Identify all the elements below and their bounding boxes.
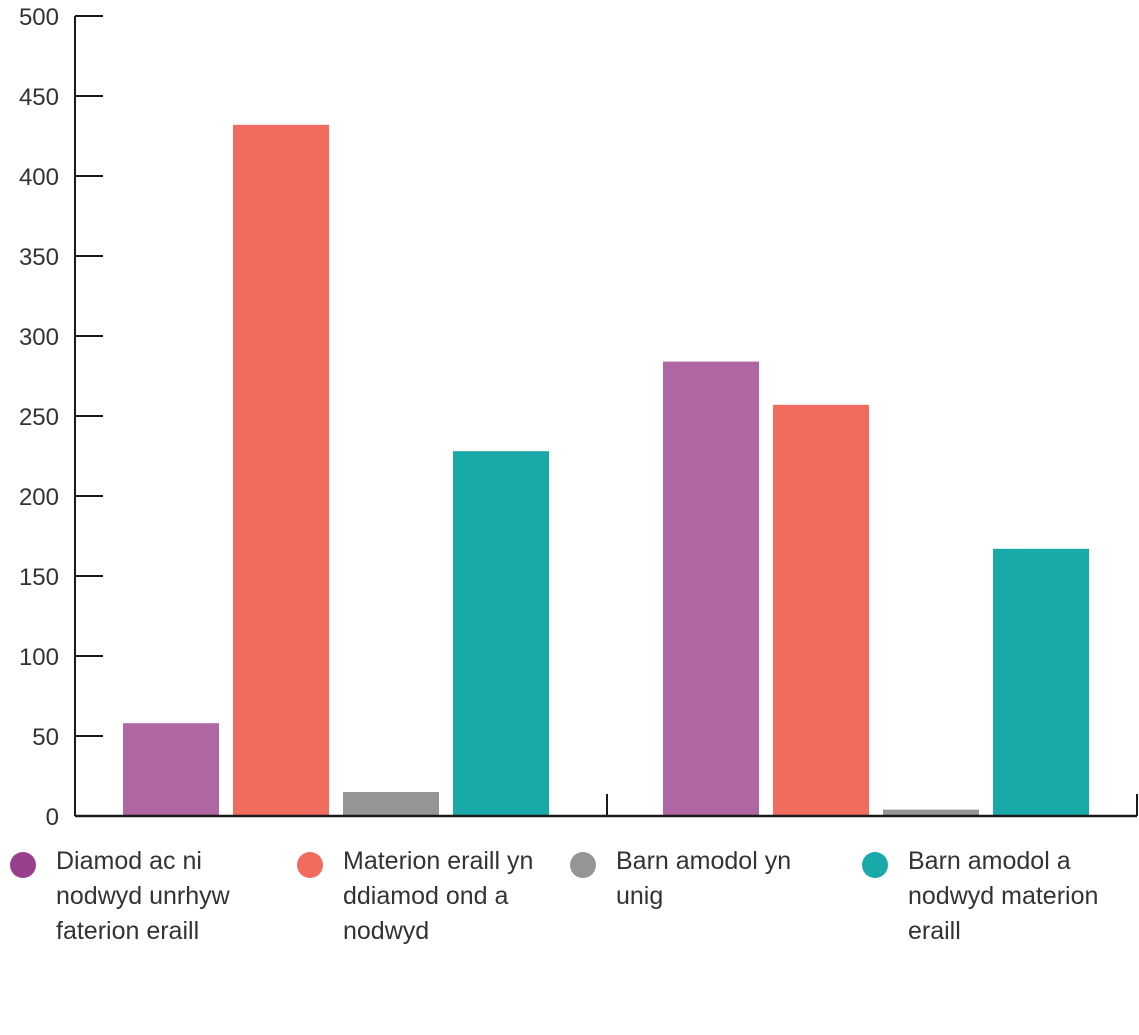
bar (233, 124, 329, 817)
y-tick-label: 250 (19, 404, 59, 431)
legend-label: Barn amodol yn unig (616, 847, 792, 910)
bar (343, 792, 439, 816)
y-tick-label: 50 (32, 724, 59, 751)
bar (123, 723, 219, 816)
y-tick-label: 400 (19, 164, 59, 191)
legend-dot-icon (570, 852, 596, 878)
bar (663, 361, 759, 816)
y-tick-label: 150 (19, 564, 59, 591)
y-tick-label: 500 (19, 4, 59, 31)
legend-dot-icon (297, 852, 323, 878)
bar (453, 451, 549, 816)
legend-label: Materion eraill yn ddiamod ond a nodwyd (343, 847, 534, 945)
bar-chart: 0501001502002503003504004505002015 - 162… (19, 4, 1138, 831)
legend-label: Diamod ac ni nodwyd unrhyw faterion erai… (56, 847, 230, 945)
bar (773, 404, 869, 816)
y-tick-label: 0 (46, 804, 59, 831)
legend: Diamod ac ni nodwyd unrhyw faterion erai… (0, 840, 1139, 1035)
y-tick-label: 450 (19, 84, 59, 111)
legend-label: Barn amodol a nodwyd materion eraill (908, 847, 1099, 945)
bar (993, 548, 1089, 816)
bar (883, 809, 979, 816)
y-tick-label: 300 (19, 324, 59, 351)
legend-dot-icon (862, 852, 888, 878)
y-tick-label: 100 (19, 644, 59, 671)
legend-dot-icon (10, 852, 36, 878)
y-tick-label: 200 (19, 484, 59, 511)
y-tick-label: 350 (19, 244, 59, 271)
